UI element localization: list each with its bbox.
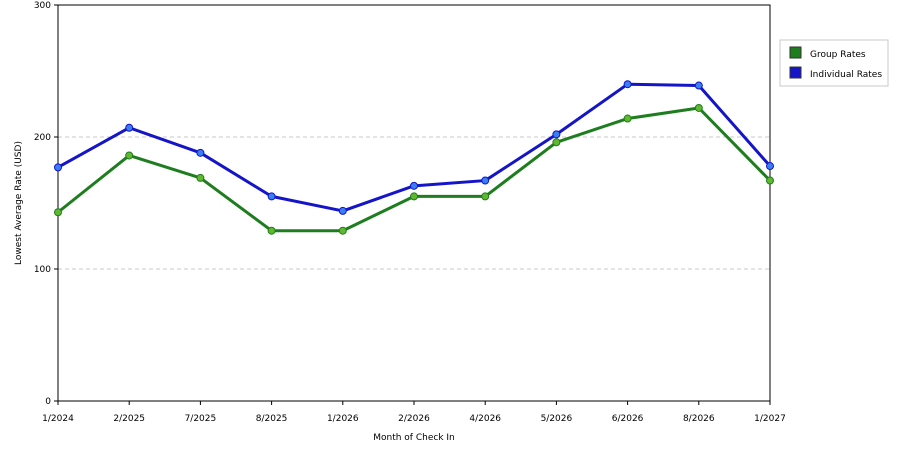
y-axis-title: Lowest Average Rate (USD)	[14, 141, 24, 265]
data-point	[766, 162, 774, 171]
x-tick-label: 1/2026	[327, 414, 359, 424]
y-tick-label: 0	[45, 397, 51, 407]
x-tick-label: 8/2025	[256, 414, 288, 424]
data-point	[552, 130, 561, 139]
x-tick-label: 6/2026	[612, 414, 644, 424]
x-tick-label: 1/2027	[754, 414, 786, 424]
data-point	[338, 226, 347, 235]
data-point	[552, 138, 561, 147]
data-point	[623, 80, 632, 89]
tick-labels: 0 100 200 300 1/2024 2/2025 7/2025 8/2025 1/2026…	[34, 1, 786, 424]
grid-layer	[58, 136, 770, 270]
plot-frame	[57, 4, 771, 402]
data-point	[410, 181, 418, 190]
x-tick-label: 4/2026	[469, 414, 501, 424]
series-layer	[54, 80, 774, 235]
series-line-1	[57, 82, 772, 213]
x-tick-label: 7/2025	[185, 414, 217, 424]
x-tick-label: 5/2026	[541, 414, 573, 424]
data-point	[125, 123, 134, 132]
data-point	[766, 176, 774, 185]
x-tick-label: 1/2024	[42, 414, 74, 424]
data-point	[481, 176, 490, 185]
data-point	[125, 151, 134, 160]
axes-layer	[54, 4, 771, 405]
data-point	[54, 163, 62, 172]
data-point	[410, 192, 418, 201]
x-tick-label: 2/2025	[113, 414, 145, 424]
y-tick-label: 300	[34, 1, 51, 11]
y-tick-label: 100	[34, 265, 51, 275]
x-tick-label: 8/2026	[683, 414, 715, 424]
legend-label-group-rates: Group Rates	[810, 50, 866, 60]
x-axis-title: Month of Check In	[373, 433, 455, 443]
data-point	[623, 114, 632, 123]
data-point	[267, 192, 276, 201]
legend-swatch-group-rates	[789, 46, 802, 59]
series-line-0	[57, 106, 772, 233]
data-point	[267, 226, 276, 235]
legend-label-individual-rates: Individual Rates	[810, 70, 882, 80]
data-point	[338, 206, 347, 215]
y-tick-label: 200	[34, 133, 51, 143]
data-point	[196, 173, 205, 182]
legend: Group Rates Individual Rates	[779, 39, 889, 87]
data-point	[196, 148, 205, 157]
data-point	[54, 208, 62, 217]
data-point	[481, 192, 490, 201]
data-point	[694, 103, 703, 112]
x-tick-label: 2/2026	[398, 414, 430, 424]
data-point	[694, 81, 703, 90]
legend-swatch-individual-rates	[789, 66, 802, 79]
